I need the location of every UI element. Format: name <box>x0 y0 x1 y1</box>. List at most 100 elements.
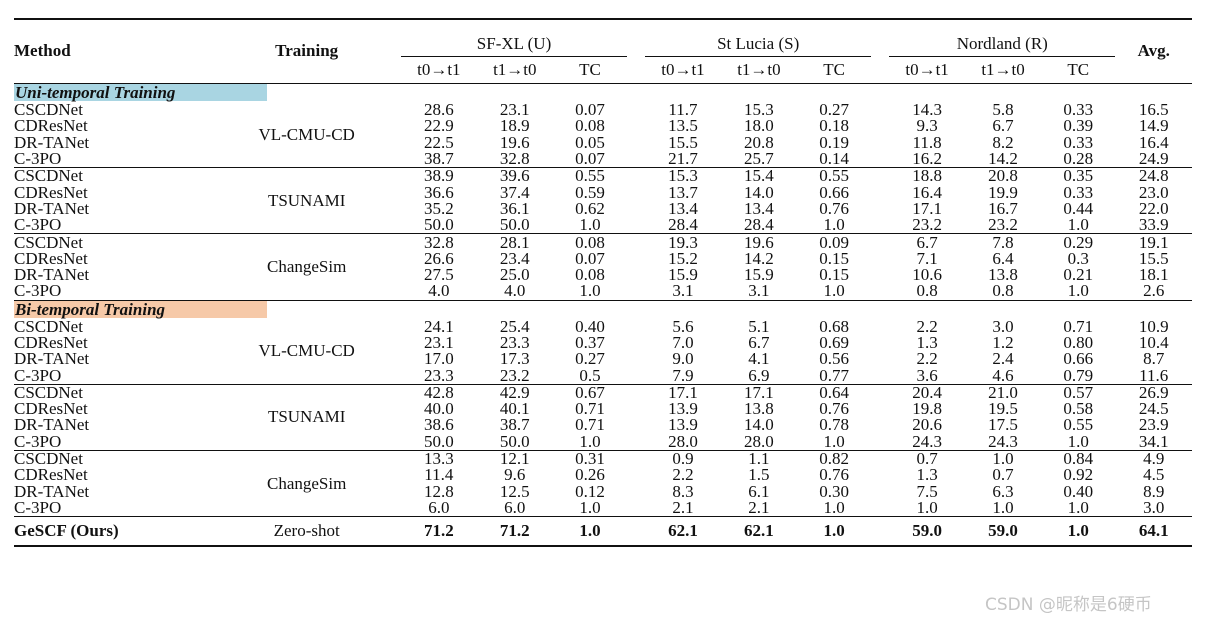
value-cell: 0.07 <box>575 248 605 268</box>
value-cell: 17.1 <box>744 382 774 402</box>
value-cell: 23.3 <box>423 365 454 385</box>
method-cell: C-3PO <box>14 281 62 301</box>
value-cell: 0.08 <box>575 265 605 285</box>
value-cell: 2.2 <box>672 465 694 485</box>
value-cell: 1.1 <box>748 449 770 469</box>
value-cell: 71.2 <box>499 521 530 541</box>
value-cell: 16.2 <box>912 149 942 169</box>
table-row: DR-TANet 27.5 25.0 0.08 15.9 15.9 0.15 10.6 13.8… <box>14 265 1192 285</box>
value-cell: 0.92 <box>1063 465 1094 485</box>
method-cell: C-3PO <box>14 149 62 169</box>
value-cell: 0.26 <box>575 465 605 485</box>
training-cell: ChangeSim <box>266 473 347 493</box>
value-cell: 32.8 <box>499 149 530 169</box>
value-cell: 6.4 <box>992 248 1014 268</box>
value-cell: 0.7 <box>916 449 938 469</box>
value-cell: 0.21 <box>1063 265 1094 285</box>
value-cell: 10.9 <box>1138 316 1169 336</box>
method-cell: DR-TANet <box>14 415 90 435</box>
value-cell: 26.6 <box>423 248 454 268</box>
value-cell: 0.30 <box>819 481 849 501</box>
table-row: CSCDNet ChangeSim 32.8 28.1 0.08 19.3 19.6 0.09… <box>14 232 1192 275</box>
value-cell: 21.7 <box>668 149 698 169</box>
value-cell: 1.0 <box>992 497 1014 517</box>
table-row: C-3PO 38.7 32.8 0.07 21.7 25.7 0.14 16.2 14.2 0.2… <box>14 149 1192 169</box>
value-cell: 23.2 <box>988 215 1018 235</box>
table-row: CSCDNet ChangeSim 13.3 12.1 0.31 0.9 1.1 0.82 0.… <box>14 449 1192 492</box>
value-cell: 28.4 <box>668 215 698 235</box>
value-cell: 0.08 <box>575 232 605 252</box>
value-cell: 23.2 <box>912 215 942 235</box>
table-row: CSCDNet TSUNAMI 42.8 42.9 0.67 17.1 17.1 0.64 20… <box>14 382 1192 425</box>
value-cell: 3.6 <box>916 365 938 385</box>
value-cell: 24.3 <box>912 431 942 451</box>
value-cell: 23.2 <box>499 365 530 385</box>
value-cell: 15.4 <box>744 166 774 186</box>
value-cell: 0.8 <box>916 281 938 301</box>
value-cell: 4.0 <box>428 281 450 301</box>
value-cell: 18.8 <box>912 166 942 186</box>
subcol-tc: TC <box>579 60 601 79</box>
value-cell: 6.9 <box>748 365 770 385</box>
value-cell: 23.9 <box>1138 415 1169 435</box>
value-cell: 59.0 <box>912 521 942 541</box>
value-cell: 12.1 <box>499 449 530 469</box>
table-row: DR-TANet 35.2 36.1 0.62 13.4 13.4 0.76 17.1 16.7… <box>14 198 1192 218</box>
value-cell: 14.9 <box>1138 116 1169 136</box>
value-cell: 0.67 <box>575 382 605 402</box>
value-cell: 1.0 <box>823 521 845 541</box>
value-cell: 2.1 <box>748 497 770 517</box>
value-cell: 16.7 <box>988 198 1018 218</box>
value-cell: 0.69 <box>819 333 849 352</box>
value-cell: 14.0 <box>744 182 774 202</box>
value-cell: 28.4 <box>744 215 774 235</box>
value-cell: 50.0 <box>499 215 530 235</box>
value-cell: 42.8 <box>423 382 454 402</box>
value-cell: 23.1 <box>499 100 530 120</box>
value-cell: 18.1 <box>1138 265 1169 285</box>
value-cell: 28.1 <box>499 232 530 252</box>
training-cell: TSUNAMI <box>267 407 346 427</box>
value-cell: 0.33 <box>1063 132 1094 152</box>
method-cell: C-3PO <box>14 365 62 385</box>
dataset-header-nordland: Nordland (R) <box>889 19 1116 57</box>
final-row: GeSCF (Ours) Zero-shot 71.2 71.2 1.0 62.1 62.1… <box>14 516 1192 547</box>
avg-header: Avg. <box>1137 40 1170 60</box>
value-cell: 11.4 <box>424 465 454 485</box>
value-cell: 20.8 <box>744 132 774 152</box>
value-cell: 62.1 <box>744 521 774 541</box>
value-cell: 15.9 <box>744 265 774 285</box>
training-header: Training <box>275 40 339 60</box>
value-cell: 40.0 <box>423 399 454 419</box>
value-cell: 0.55 <box>1063 415 1094 435</box>
value-cell: 0.07 <box>575 100 605 120</box>
value-cell: 0.79 <box>1063 365 1094 385</box>
value-cell: 13.8 <box>744 399 774 419</box>
value-cell: 15.9 <box>668 265 698 285</box>
value-cell: 8.2 <box>992 132 1014 152</box>
value-cell: 27.5 <box>423 265 454 285</box>
value-cell: 13.4 <box>668 198 698 218</box>
value-cell: 0.82 <box>819 449 849 469</box>
value-cell: 24.8 <box>1138 166 1169 186</box>
value-cell: 0.40 <box>1063 481 1094 501</box>
value-cell: 2.6 <box>1143 281 1165 301</box>
value-cell: 13.4 <box>744 198 774 218</box>
value-cell: 0.28 <box>1063 149 1094 169</box>
value-cell: 0.27 <box>819 100 849 120</box>
value-cell: 24.9 <box>1138 149 1169 169</box>
value-cell: 23.3 <box>499 333 530 352</box>
training-cell: VL-CMU-CD <box>258 124 355 144</box>
value-cell: 7.8 <box>992 232 1014 252</box>
value-cell: 23.0 <box>1138 182 1169 202</box>
value-cell: 37.4 <box>499 182 530 202</box>
value-cell: 1.0 <box>823 281 845 301</box>
value-cell: 1.0 <box>992 449 1014 469</box>
value-cell: 14.2 <box>988 149 1018 169</box>
dataset-header-sfxl: SF-XL (U) <box>400 19 628 57</box>
value-cell: 3.0 <box>1143 497 1165 517</box>
value-cell: 1.3 <box>916 465 938 485</box>
value-cell: 8.9 <box>1143 481 1165 501</box>
value-cell: 62.1 <box>668 521 698 541</box>
value-cell: 1.0 <box>1067 215 1089 235</box>
